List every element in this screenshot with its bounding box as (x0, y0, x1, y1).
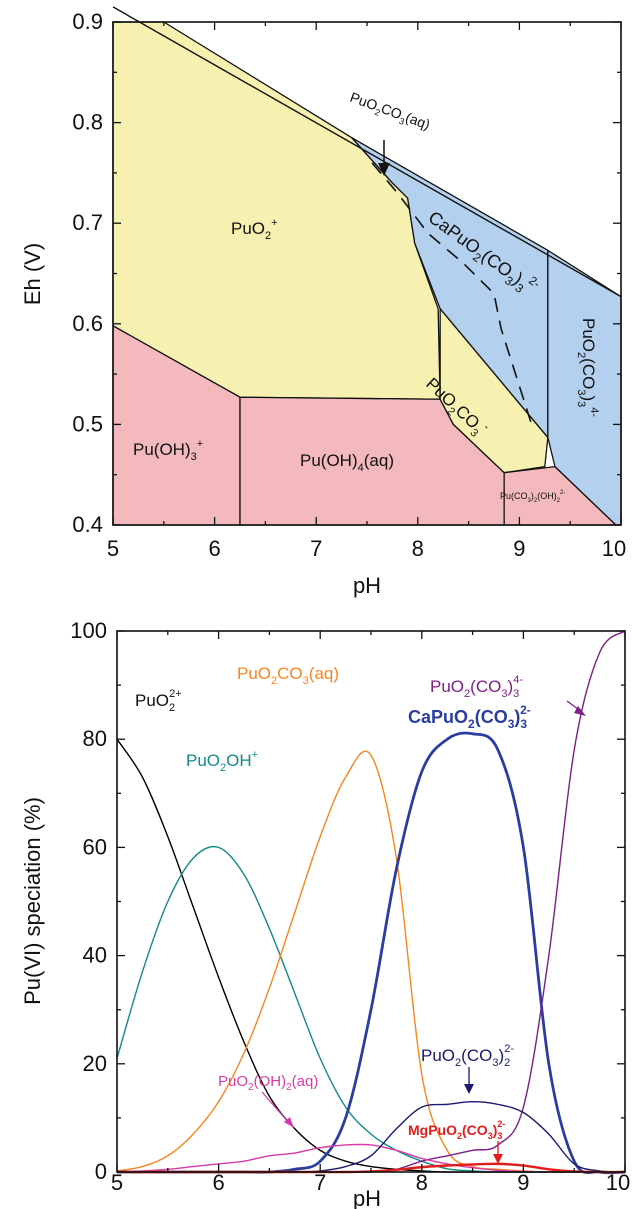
x-tick-label: 7 (314, 1170, 326, 1195)
x-tick-label: 6 (208, 536, 220, 561)
y-tick-label: 0.8 (72, 110, 103, 135)
x-tick-label: 9 (517, 1170, 529, 1195)
y-tick-label: 0.9 (72, 9, 103, 34)
x-tick-labels: 5 6 7 8 9 10 (111, 1170, 630, 1195)
region-label-puo2: PuO2+ (231, 217, 278, 242)
eh-ph-diagram: 5 6 7 8 9 10 0.4 0.5 0.6 0.7 0.8 0.9 pH … (20, 6, 626, 598)
label-puo2oh-plus: PuO2OH+ (186, 749, 258, 774)
label-mgpuo2co33: MgPuO2(CO3)32- (408, 1119, 505, 1141)
region-boundaries (112, 6, 622, 425)
x-tick-label: 10 (602, 536, 626, 561)
y-tick-label: 40 (83, 943, 107, 968)
x-tick-label: 5 (111, 1170, 123, 1195)
speciation-chart: 5 6 7 8 9 10 0 20 40 60 80 100 pH Pu(VI)… (20, 618, 630, 1209)
x-tick-label: 7 (310, 536, 322, 561)
series-line-puo2-co3-2-2- (116, 1100, 626, 1173)
region-puo2- (112, 21, 441, 400)
y-tick-label: 0.4 (72, 512, 103, 537)
x-tick-label: 6 (212, 1170, 224, 1195)
x-tick-label: 9 (513, 536, 525, 561)
y-axis-label: Pu(VI) speciation (%) (20, 797, 45, 1005)
water-stability-line (112, 6, 622, 298)
x-tick-labels: 5 6 7 8 9 10 (107, 536, 626, 561)
arrow-puo2co32 (464, 1067, 474, 1094)
dashed-boundary (371, 162, 533, 425)
speciation-curves (116, 630, 626, 1175)
y-tick-label: 0.7 (72, 210, 103, 235)
region-label-puo2co33: PuO2(CO3)34- (575, 318, 600, 417)
x-tick-label: 8 (412, 536, 424, 561)
y-tick-label: 0 (95, 1159, 107, 1184)
x-tick-label: 10 (606, 1170, 630, 1195)
y-tick-label: 0.6 (72, 311, 103, 336)
label-capuo2co33: CaPuO2(CO3)32- (408, 703, 531, 731)
axis-ticks (112, 21, 622, 526)
y-axis-label: Eh (V) (20, 243, 45, 305)
x-tick-label: 5 (107, 536, 119, 561)
predominance-regions (112, 21, 622, 526)
y-tick-label: 80 (83, 726, 107, 751)
label-puo2oh2aq: PuO2(OH)2(aq) (218, 1073, 318, 1093)
label-puo2-2plus: PuO22+ (135, 688, 182, 714)
series-line-puo2-co3-3-4- (116, 630, 626, 1173)
axis-ticks (116, 630, 626, 1173)
arrow-puo2oh2aq (261, 1091, 294, 1128)
x-tick-label: 8 (416, 1170, 428, 1195)
y-tick-label: 100 (70, 618, 107, 643)
arrow-puo2co33 (566, 700, 586, 716)
annotation-arrow (378, 140, 390, 176)
label-puo2co32: PuO2(CO3)22- (421, 1043, 514, 1069)
annotation-puo2co3aq: PuO2CO3(aq) (347, 89, 432, 136)
series-line-puo2co3-aq- (116, 750, 625, 1173)
label-puo2co3aq: PuO2CO3(aq) (237, 664, 339, 687)
x-axis-label: pH (353, 573, 381, 598)
series-line-puo2-oh-2-aq- (116, 1143, 625, 1173)
region-label-puoh4: Pu(OH)4(aq) (300, 451, 394, 474)
y-tick-label: 60 (83, 834, 107, 859)
arrow-mgpuo2co33 (493, 1141, 503, 1164)
y-tick-labels: 0 20 40 60 80 100 (70, 618, 107, 1184)
region-label-pucooh: Pu(CO3)2(OH)22- (500, 490, 565, 504)
plot-frame (116, 630, 626, 1173)
region-label-puoh3: Pu(OH)3+ (133, 438, 203, 463)
y-tick-label: 20 (83, 1051, 107, 1076)
label-puo2co33: PuO2(CO3)34- (430, 674, 523, 700)
y-tick-labels: 0.4 0.5 0.6 0.7 0.8 0.9 (72, 9, 103, 537)
x-axis-label: pH (353, 1186, 381, 1209)
y-tick-label: 0.5 (72, 411, 103, 436)
